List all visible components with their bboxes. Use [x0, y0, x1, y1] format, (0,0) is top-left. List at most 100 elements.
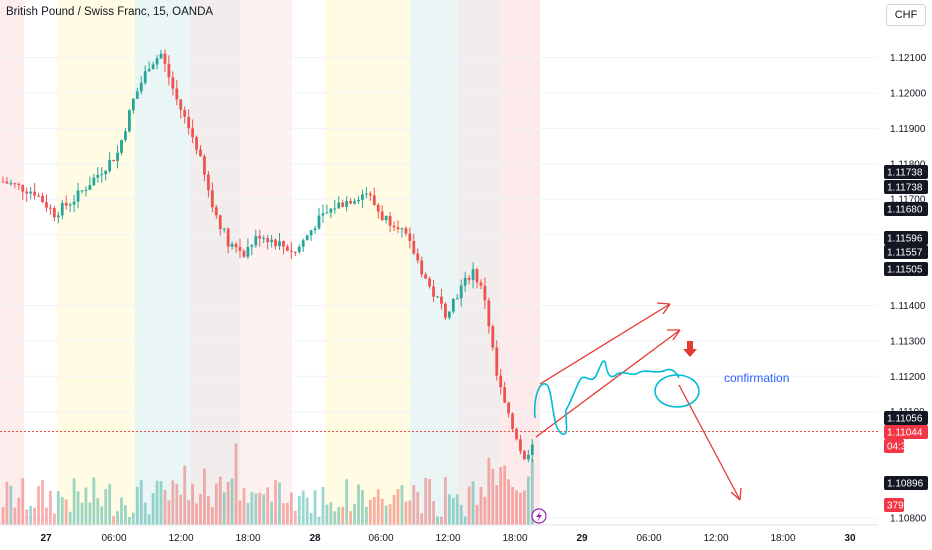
volume-bar — [388, 504, 392, 525]
x-tick-label: 27 — [40, 533, 52, 544]
volume-bar — [361, 490, 364, 525]
candle-body — [361, 194, 364, 200]
volume-bar — [412, 485, 416, 525]
volume-bar — [13, 507, 17, 525]
candle-body — [183, 109, 187, 117]
x-tick-label: 18:00 — [770, 533, 795, 544]
volume-bar — [159, 481, 163, 525]
candle-body — [400, 228, 404, 230]
price-label: 379 — [887, 501, 904, 512]
candle-body — [507, 402, 510, 414]
candle-body — [214, 207, 218, 216]
candle-body — [483, 285, 487, 301]
volume-bar — [64, 499, 68, 525]
volume-bar — [56, 491, 60, 525]
candle-body — [242, 250, 246, 257]
volume-bar — [52, 513, 56, 525]
candle-body — [254, 235, 258, 246]
candle-body — [226, 228, 230, 247]
candle-body — [175, 88, 179, 100]
volume-bar — [135, 486, 139, 525]
volume-bar — [17, 497, 21, 525]
volume-bar — [451, 498, 455, 525]
price-label: 1.11056 — [887, 414, 923, 425]
price-label: 04:32 — [887, 442, 912, 453]
candle-body — [392, 225, 396, 228]
session-band — [240, 0, 292, 525]
candle-body — [523, 451, 526, 460]
candle-body — [80, 190, 84, 192]
candle-body — [120, 139, 123, 153]
candle-body — [416, 253, 420, 261]
volume-bar — [41, 479, 44, 525]
volume-bar — [380, 498, 384, 525]
candle-body — [444, 303, 447, 318]
volume-bar — [218, 476, 222, 525]
volume-bar — [321, 486, 325, 525]
volume-bar — [88, 502, 92, 525]
volume-bar — [483, 496, 487, 525]
candle-body — [337, 202, 341, 209]
candle-body — [408, 233, 412, 241]
volume-bar — [104, 489, 108, 525]
candle-body — [250, 245, 254, 247]
volume-bar — [191, 483, 194, 525]
volume-bar — [404, 501, 408, 525]
candle-body — [479, 282, 483, 286]
candle-body — [459, 285, 463, 299]
price-label-box — [884, 498, 904, 512]
candle-body — [88, 185, 92, 190]
candle-body — [436, 296, 439, 298]
drawings[interactable] — [533, 302, 742, 501]
volume-bar — [96, 498, 100, 525]
volume-bar — [171, 480, 175, 525]
candle-body — [238, 247, 242, 251]
candle-body — [155, 58, 159, 65]
session-band — [190, 0, 240, 525]
candle-body — [325, 212, 329, 214]
volume-bar — [68, 511, 72, 525]
candle-body — [60, 202, 64, 216]
price-label-box — [884, 231, 928, 245]
currency-button[interactable]: CHF — [886, 4, 926, 26]
x-tick-label: 28 — [309, 533, 321, 544]
candle-body — [365, 193, 368, 195]
volume-bar — [128, 516, 131, 525]
volume-bar — [214, 483, 218, 525]
price-label: 1.11680 — [887, 205, 923, 216]
x-tick-label: 18:00 — [502, 533, 527, 544]
volume-bar — [313, 490, 317, 525]
volume-bar — [120, 497, 123, 525]
candle-body — [333, 208, 337, 210]
candle-body — [424, 274, 428, 279]
volume-bar — [131, 512, 135, 525]
volume-bar — [250, 492, 254, 525]
candle-body — [135, 91, 139, 99]
candle-body — [29, 191, 33, 194]
grid-lines — [0, 57, 878, 519]
candle-body — [108, 159, 112, 171]
volume-bar — [210, 507, 214, 525]
candle-body — [17, 183, 21, 185]
volume-bar — [139, 479, 143, 525]
candle-body — [345, 201, 349, 207]
volume-bar — [349, 511, 352, 525]
chart-title: British Pound / Swiss Franc, 15, OANDA — [6, 6, 214, 18]
volume-bar — [341, 506, 345, 525]
price-label-box — [884, 202, 928, 216]
volume-bar — [408, 500, 412, 525]
candle-body — [1, 181, 5, 183]
x-tick-label: 06:00 — [101, 533, 126, 544]
candle-body — [420, 260, 424, 275]
confirmation-label: confirmation — [724, 371, 790, 385]
candle-body — [463, 277, 467, 286]
candle-body — [274, 239, 277, 247]
volume-bar — [100, 506, 104, 525]
volume-bar — [471, 481, 475, 525]
candle-body — [159, 53, 163, 59]
volume-bar — [436, 516, 439, 525]
price-label: 1.11505 — [887, 265, 923, 276]
volume-bar — [246, 502, 250, 525]
candle-body — [246, 246, 250, 257]
